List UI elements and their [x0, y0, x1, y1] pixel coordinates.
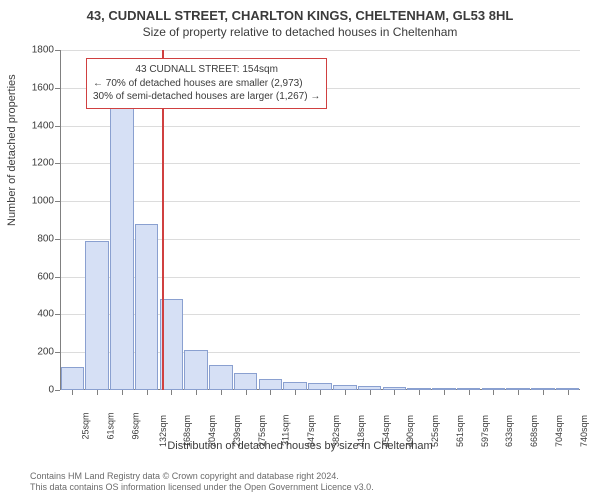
x-tick-mark [394, 390, 395, 395]
chart-container: 43, CUDNALL STREET, CHARLTON KINGS, CHEL… [0, 0, 600, 500]
x-tick-label: 61sqm [106, 413, 116, 440]
grid-line [60, 126, 580, 127]
y-axis-line [60, 50, 61, 390]
y-tick-label: 1400 [32, 120, 54, 131]
y-tick-label: 1200 [32, 158, 54, 169]
y-tick-mark [55, 390, 60, 391]
histogram-bar [110, 78, 134, 390]
chart-plot-area: 02004006008001000120014001600180025sqm61… [60, 50, 580, 390]
histogram-bar [283, 382, 307, 391]
chart-title-main: 43, CUDNALL STREET, CHARLTON KINGS, CHEL… [0, 0, 600, 23]
x-tick-mark [568, 390, 569, 395]
histogram-bar [209, 365, 233, 390]
annotation-line: 30% of semi-detached houses are larger (… [93, 90, 320, 104]
x-tick-mark [97, 390, 98, 395]
histogram-bar [308, 383, 332, 390]
y-tick-label: 800 [37, 233, 54, 244]
histogram-bar [259, 379, 283, 390]
x-tick-mark [320, 390, 321, 395]
x-tick-mark [543, 390, 544, 395]
y-tick-label: 1800 [32, 45, 54, 56]
x-tick-mark [246, 390, 247, 395]
x-tick-label: 25sqm [81, 413, 91, 440]
chart-title-sub: Size of property relative to detached ho… [0, 23, 600, 39]
annotation-box: 43 CUDNALL STREET: 154sqm← 70% of detach… [86, 58, 327, 109]
grid-line [60, 163, 580, 164]
x-tick-mark [518, 390, 519, 395]
footer-line-2: This data contains OS information licens… [30, 482, 374, 494]
x-tick-mark [196, 390, 197, 395]
x-tick-mark [419, 390, 420, 395]
annotation-line: 43 CUDNALL STREET: 154sqm [93, 63, 320, 77]
x-tick-mark [122, 390, 123, 395]
y-tick-label: 0 [48, 385, 54, 396]
histogram-bar [61, 367, 85, 390]
y-tick-label: 1000 [32, 196, 54, 207]
plot: 02004006008001000120014001600180025sqm61… [60, 50, 580, 390]
histogram-bar [234, 373, 258, 390]
x-tick-mark [444, 390, 445, 395]
x-tick-mark [295, 390, 296, 395]
x-tick-mark [493, 390, 494, 395]
annotation-line: ← 70% of detached houses are smaller (2,… [93, 77, 320, 91]
y-tick-label: 400 [37, 309, 54, 320]
histogram-bar [135, 224, 159, 390]
x-tick-mark [171, 390, 172, 395]
y-tick-label: 200 [37, 347, 54, 358]
histogram-bar [85, 241, 109, 390]
y-tick-label: 1600 [32, 82, 54, 93]
y-tick-label: 600 [37, 271, 54, 282]
chart-footer: Contains HM Land Registry data © Crown c… [30, 471, 374, 494]
x-tick-mark [345, 390, 346, 395]
x-tick-label: 96sqm [130, 413, 140, 440]
footer-line-1: Contains HM Land Registry data © Crown c… [30, 471, 374, 483]
y-axis-title: Number of detached properties [6, 74, 18, 226]
x-tick-mark [370, 390, 371, 395]
x-tick-mark [72, 390, 73, 395]
grid-line [60, 201, 580, 202]
histogram-bar [184, 350, 208, 390]
x-tick-mark [270, 390, 271, 395]
x-axis-title: Distribution of detached houses by size … [0, 440, 600, 452]
x-tick-mark [221, 390, 222, 395]
x-tick-mark [469, 390, 470, 395]
grid-line [60, 50, 580, 51]
x-tick-mark [147, 390, 148, 395]
